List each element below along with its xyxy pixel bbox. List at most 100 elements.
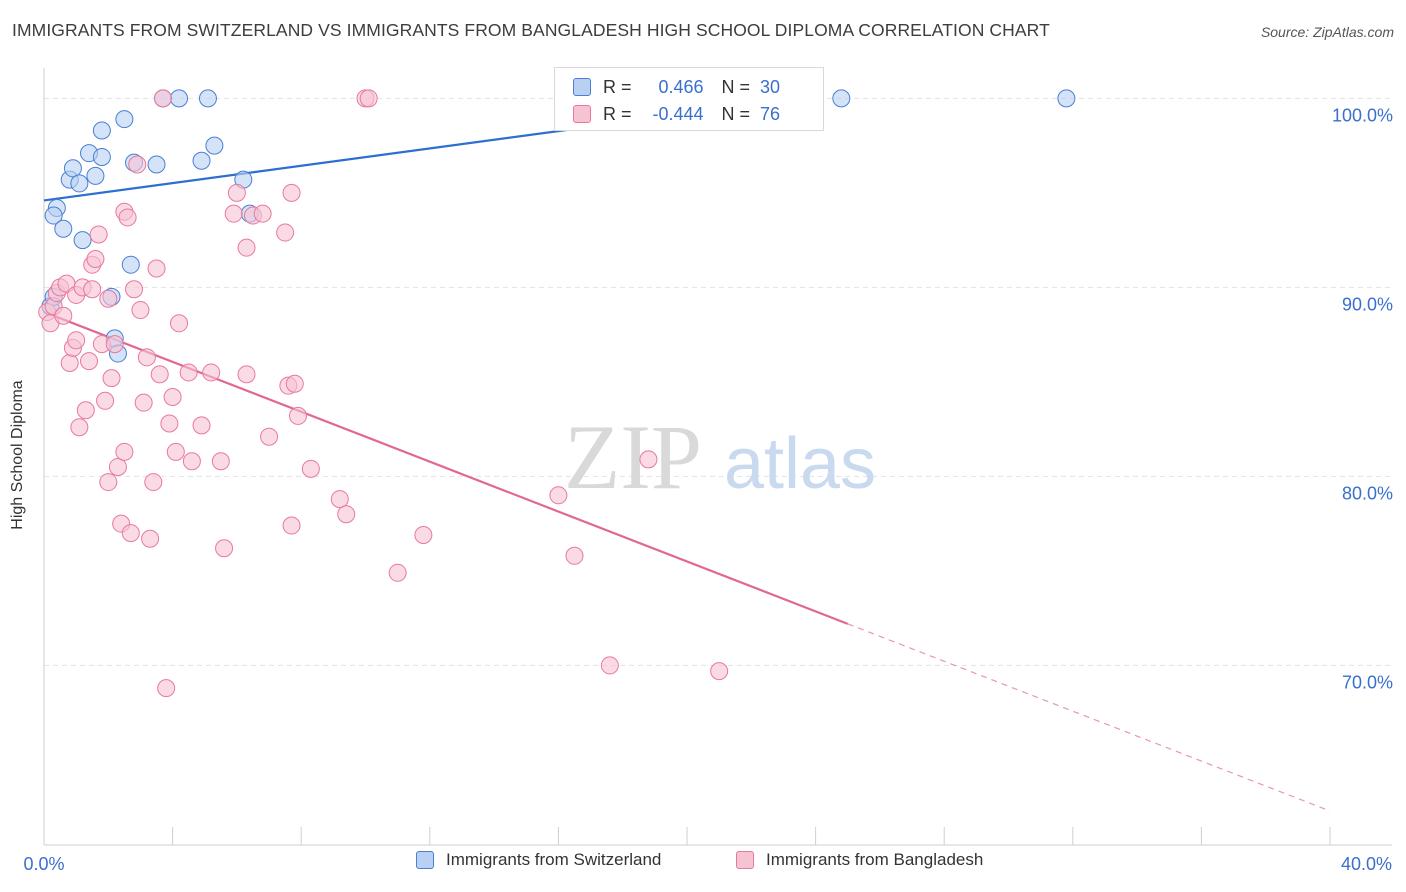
point-bangladesh xyxy=(237,365,256,384)
point-bangladesh xyxy=(330,490,349,509)
point-bangladesh xyxy=(549,486,568,505)
point-bangladesh xyxy=(211,452,230,471)
point-bangladesh xyxy=(157,679,176,698)
n-label: N = xyxy=(721,76,751,97)
source-label: Source: ZipAtlas.com xyxy=(1260,24,1394,40)
x-tick-label: 40.0% xyxy=(1341,854,1392,874)
point-bangladesh xyxy=(76,401,95,420)
legend-item-bangladesh[interactable]: Immigrants from Bangladesh xyxy=(736,850,983,870)
watermark-zip: ZIP xyxy=(564,406,702,508)
point-bangladesh xyxy=(67,331,86,350)
y-tick-label: 70.0% xyxy=(1342,672,1393,692)
r-label: R = xyxy=(603,76,632,97)
point-switzerland xyxy=(92,121,111,140)
point-switzerland xyxy=(73,231,92,250)
point-bangladesh xyxy=(89,225,108,244)
point-bangladesh xyxy=(125,280,144,299)
point-bangladesh xyxy=(144,473,163,492)
point-bangladesh xyxy=(202,363,221,382)
point-switzerland xyxy=(170,89,189,108)
point-bangladesh xyxy=(227,183,246,202)
axes xyxy=(43,68,1392,846)
point-switzerland xyxy=(147,155,166,174)
point-bangladesh xyxy=(134,393,153,412)
point-switzerland xyxy=(1057,89,1076,108)
point-bangladesh xyxy=(163,388,182,407)
point-bangladesh xyxy=(141,529,160,548)
point-bangladesh xyxy=(83,280,102,299)
watermark-atlas: atlas xyxy=(724,424,876,504)
point-switzerland xyxy=(44,206,63,225)
point-bangladesh xyxy=(102,369,121,388)
n-value: 76 xyxy=(760,103,781,124)
point-bangladesh xyxy=(565,546,584,565)
point-bangladesh xyxy=(237,238,256,257)
point-bangladesh xyxy=(137,348,156,367)
point-bangladesh xyxy=(128,155,147,174)
point-bangladesh xyxy=(253,204,272,223)
legend-item-switzerland[interactable]: Immigrants from Switzerland xyxy=(416,850,661,870)
point-switzerland xyxy=(832,89,851,108)
point-bangladesh xyxy=(105,335,124,354)
point-bangladesh xyxy=(131,301,150,320)
point-bangladesh xyxy=(260,427,279,446)
point-bangladesh xyxy=(182,452,201,471)
point-bangladesh xyxy=(108,457,127,476)
point-bangladesh xyxy=(282,516,301,535)
point-bangladesh xyxy=(639,450,658,469)
point-bangladesh xyxy=(288,406,307,425)
point-bangladesh xyxy=(99,289,118,308)
legend-swatch-blue xyxy=(416,851,434,869)
point-bangladesh xyxy=(192,416,211,435)
data-points xyxy=(38,89,1076,698)
point-switzerland xyxy=(70,174,89,193)
point-bangladesh xyxy=(99,473,118,492)
watermark: ZIP atlas xyxy=(564,406,876,508)
stats-row-switzerland: R = 0.466 N = 30 xyxy=(573,74,780,100)
point-bangladesh xyxy=(359,89,378,108)
r-value: 0.466 xyxy=(658,76,704,97)
point-bangladesh xyxy=(166,442,185,461)
point-bangladesh xyxy=(70,418,89,437)
point-bangladesh xyxy=(282,183,301,202)
blue-swatch xyxy=(573,78,591,96)
y-tick-label: 90.0% xyxy=(1342,294,1393,314)
r-value: -0.444 xyxy=(652,103,704,124)
point-switzerland xyxy=(86,166,105,185)
point-bangladesh xyxy=(115,442,134,461)
point-bangladesh xyxy=(170,314,189,333)
point-bangladesh xyxy=(147,259,166,278)
point-bangladesh xyxy=(414,526,433,544)
point-switzerland xyxy=(121,255,140,274)
y-tick-label: 100.0% xyxy=(1332,105,1393,125)
point-bangladesh xyxy=(153,89,172,108)
point-switzerland xyxy=(63,159,82,178)
point-bangladesh xyxy=(215,539,234,558)
n-label: N = xyxy=(721,103,751,124)
point-switzerland xyxy=(54,219,73,238)
stats-row-bangladesh: R = -0.444 N = 76 xyxy=(573,101,780,127)
point-bangladesh xyxy=(388,563,407,582)
legend-label: Immigrants from Switzerland xyxy=(446,850,662,869)
n-value: 30 xyxy=(760,76,781,97)
point-switzerland xyxy=(198,89,217,108)
point-bangladesh xyxy=(160,414,179,433)
trend-extension-pink xyxy=(847,623,1331,812)
point-bangladesh xyxy=(150,365,169,384)
point-bangladesh xyxy=(118,208,137,227)
chart-title: IMMIGRANTS FROM SWITZERLAND VS IMMIGRANT… xyxy=(12,20,1050,40)
tick-labels: 70.0% 80.0% 90.0% 100.0% 0.0% 40.0% xyxy=(23,105,1393,874)
r-label: R = xyxy=(603,103,632,124)
legend: Immigrants from Switzerland Immigrants f… xyxy=(0,850,1406,880)
point-switzerland xyxy=(205,136,224,155)
legend-label: Immigrants from Bangladesh xyxy=(766,850,984,869)
point-switzerland xyxy=(115,110,134,129)
y-tick-label: 80.0% xyxy=(1342,483,1393,503)
point-bangladesh xyxy=(337,505,356,524)
point-bangladesh xyxy=(276,223,295,242)
legend-swatch-pink xyxy=(736,851,754,869)
point-bangladesh xyxy=(179,363,198,382)
trend-line-pink xyxy=(43,310,849,625)
point-bangladesh xyxy=(600,656,619,675)
